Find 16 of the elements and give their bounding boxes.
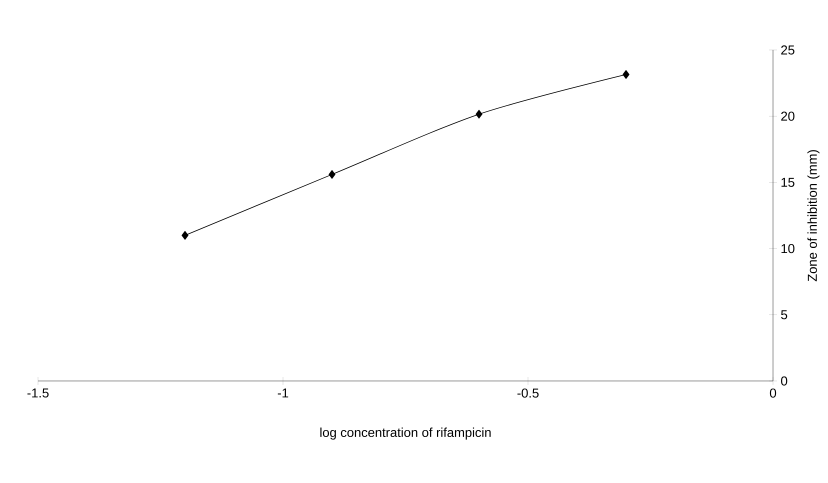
y-tick-label: 5 [781, 310, 788, 320]
y-tick-label: 10 [782, 244, 794, 254]
point [622, 70, 630, 79]
y-tick-label: 20 [781, 112, 794, 121]
y-axis-title: Zone of inhibition (mm) [807, 150, 820, 282]
point [182, 230, 188, 240]
x-tick-label: -1 [278, 388, 288, 398]
x-tick-label: -0.5 [517, 388, 539, 398]
x-tick-label: 0 [770, 388, 776, 398]
point [476, 110, 482, 119]
y-tick-label: 15 [782, 178, 794, 187]
y-tick-label: 0 [781, 376, 788, 386]
y-tick-label: 25 [781, 45, 794, 55]
x-axis-title: log concentration of rifampicin [320, 428, 491, 440]
x-tick-label: -1.5 [27, 388, 49, 398]
point [328, 170, 336, 179]
